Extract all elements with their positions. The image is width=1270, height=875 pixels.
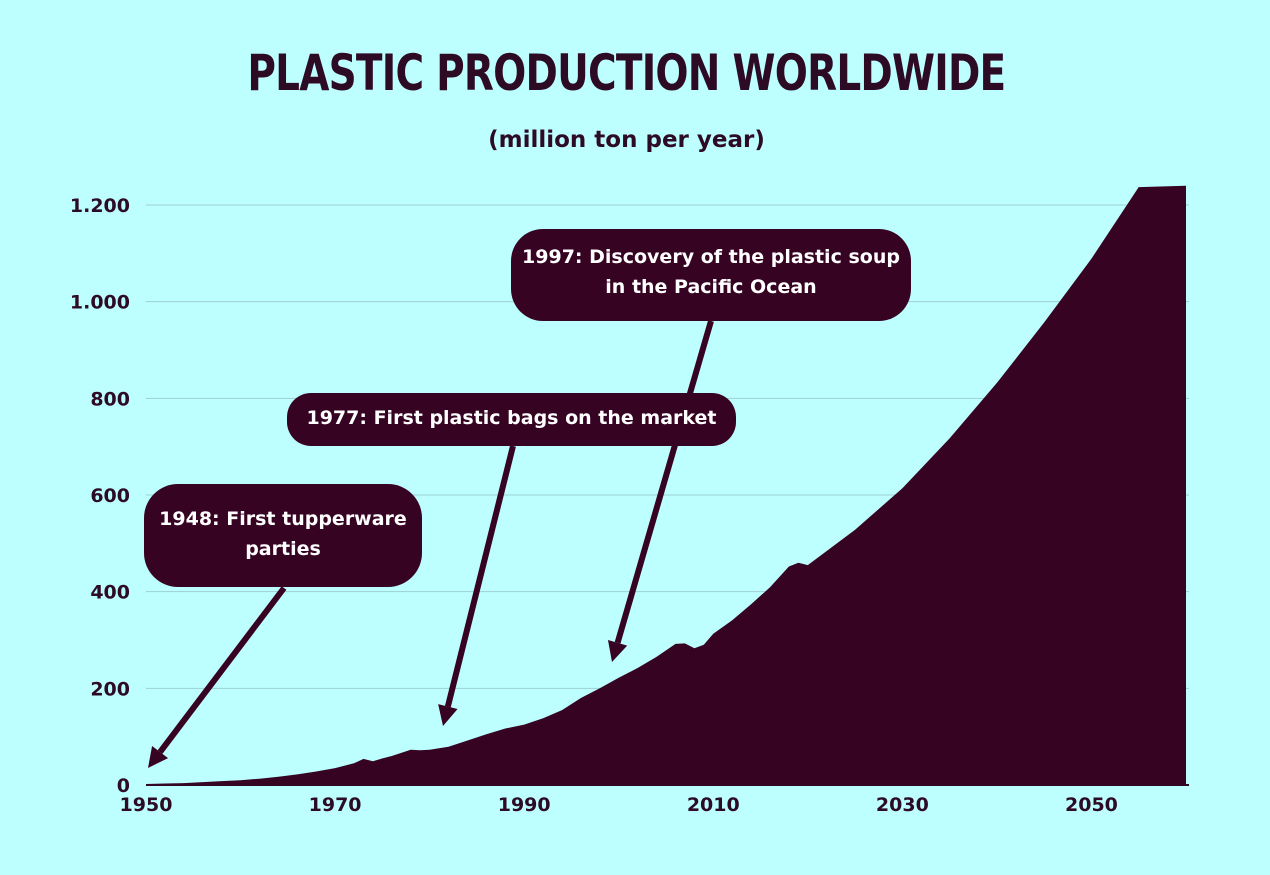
annotation-arrows — [148, 320, 714, 768]
annotation-1977: 1977: First plastic bags on the market — [287, 393, 736, 446]
x-tick-label: 2010 — [687, 794, 740, 816]
y-tick-label: 1.200 — [70, 195, 130, 217]
x-tick-label: 2050 — [1065, 794, 1118, 816]
annotation-1948: 1948: First tupperware parties — [144, 484, 422, 587]
annotation-1997: 1997: Discovery of the plastic soup in t… — [511, 229, 911, 321]
x-tick-label: 2030 — [876, 794, 929, 816]
annotation-1997-line2: in the Pacific Ocean — [605, 276, 817, 298]
y-tick-label: 1.000 — [70, 292, 130, 314]
y-tick-label: 400 — [90, 582, 130, 604]
arrow-1977-head — [438, 704, 458, 726]
annotation-1997-line1: 1997: Discovery of the plastic soup — [522, 246, 900, 268]
arrow-1948-head — [148, 746, 169, 768]
arrow-1977-shaft — [444, 445, 516, 708]
x-tick-label: 1990 — [498, 794, 551, 816]
y-axis-ticks: 0 200 400 600 800 1.000 1.200 — [70, 195, 130, 797]
x-tick-label: 1950 — [120, 794, 173, 816]
annotation-1977-line1: 1977: First plastic bags on the market — [306, 407, 717, 429]
production-area — [146, 185, 1186, 785]
y-tick-label: 800 — [90, 388, 130, 410]
y-tick-label: 600 — [90, 485, 130, 507]
arrow-1948-shaft — [157, 586, 287, 754]
arrow-1997-head — [607, 640, 628, 662]
y-tick-label: 200 — [90, 678, 130, 700]
y-tick-label: 0 — [117, 775, 130, 797]
arrow-1977 — [438, 445, 516, 726]
arrow-1997-shaft — [614, 320, 714, 644]
annotation-1948-line1: 1948: First tupperware — [159, 508, 407, 530]
x-tick-label: 1970 — [309, 794, 362, 816]
chart-title: PLASTIC PRODUCTION WORLDWIDE — [247, 44, 1006, 102]
chart-subtitle: (million ton per year) — [488, 127, 765, 153]
arrow-1948 — [148, 586, 287, 768]
arrow-1997 — [607, 320, 714, 662]
annotation-1948-line2: parties — [245, 538, 321, 560]
x-axis-ticks: 1950 1970 1990 2010 2030 2050 — [120, 794, 1118, 816]
